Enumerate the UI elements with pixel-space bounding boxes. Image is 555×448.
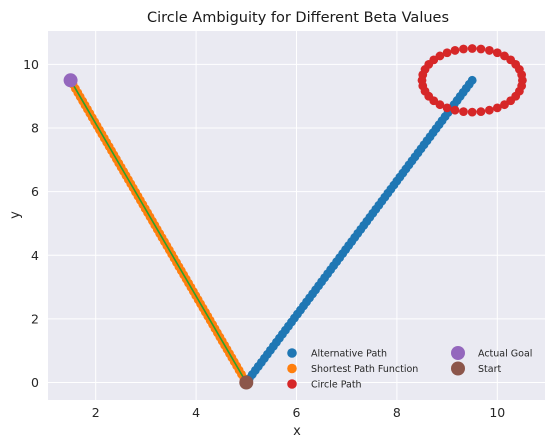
circle-path-point — [467, 107, 477, 117]
shortest-path-line — [69, 79, 247, 383]
start-point — [239, 375, 254, 390]
circle-path-point — [442, 48, 452, 58]
y-tick-label: 6 — [31, 184, 39, 199]
legend-label-shortest-path-function: Shortest Path Function — [311, 364, 418, 375]
circle-path-point — [500, 51, 509, 61]
legend: Alternative Path Shortest Path Function Ci… — [287, 346, 532, 391]
legend-marker-start — [451, 361, 465, 376]
chart-title: Circle Ambiguity for Different Beta Valu… — [147, 10, 449, 26]
circle-path-point — [450, 105, 460, 115]
legend-marker-shortest-path-function — [287, 363, 297, 374]
legend-marker-actual-goal — [451, 346, 465, 360]
y-tick-label: 0 — [31, 375, 39, 390]
x-tick-label: 4 — [192, 405, 200, 420]
actual-goal-point — [63, 73, 78, 88]
circle-path-point — [517, 81, 527, 91]
x-tick-label: 6 — [293, 405, 301, 420]
circle-path-point — [476, 44, 486, 54]
circle-path-point — [492, 103, 502, 113]
x-tick-labels: 2 4 6 8 10 — [92, 405, 506, 420]
legend-label-start: Start — [478, 364, 501, 375]
y-tick-label: 8 — [31, 121, 39, 136]
legend-label-actual-goal: Actual Goal — [478, 349, 532, 360]
legend-marker-alternative-path — [287, 348, 297, 358]
legend-label-circle-path: Circle Path — [311, 380, 362, 391]
y-tick-label: 10 — [23, 57, 39, 72]
legend-label-alternative-path: Alternative Path — [311, 349, 387, 360]
series-circle-path — [417, 44, 527, 117]
series-actual-goal — [63, 73, 78, 88]
x-tick-label: 2 — [92, 405, 100, 420]
circle-path-point — [442, 103, 452, 113]
circle-path-point — [467, 44, 477, 53]
y-tick-labels: 0 2 4 6 8 10 — [23, 57, 39, 390]
series-alternative-path — [241, 75, 477, 387]
circle-path-point — [484, 46, 494, 55]
circle-path-point — [459, 44, 468, 54]
series-start — [239, 375, 254, 390]
x-axis-label: x — [293, 424, 301, 439]
circle-path-point — [435, 100, 445, 110]
data-marks — [63, 44, 527, 390]
y-axis-label: y — [8, 211, 23, 219]
circle-path-point — [459, 107, 468, 117]
circle-path-point — [450, 46, 460, 55]
circle-path-point — [492, 48, 502, 58]
x-tick-label: 10 — [489, 405, 505, 420]
y-tick-label: 2 — [31, 311, 39, 326]
y-tick-label: 4 — [31, 248, 39, 263]
legend-marker-circle-path — [287, 379, 297, 389]
circle-path-point — [476, 107, 486, 117]
alternative-path-point — [467, 75, 477, 85]
circle-path-point — [484, 105, 494, 115]
x-tick-label: 8 — [393, 405, 401, 420]
